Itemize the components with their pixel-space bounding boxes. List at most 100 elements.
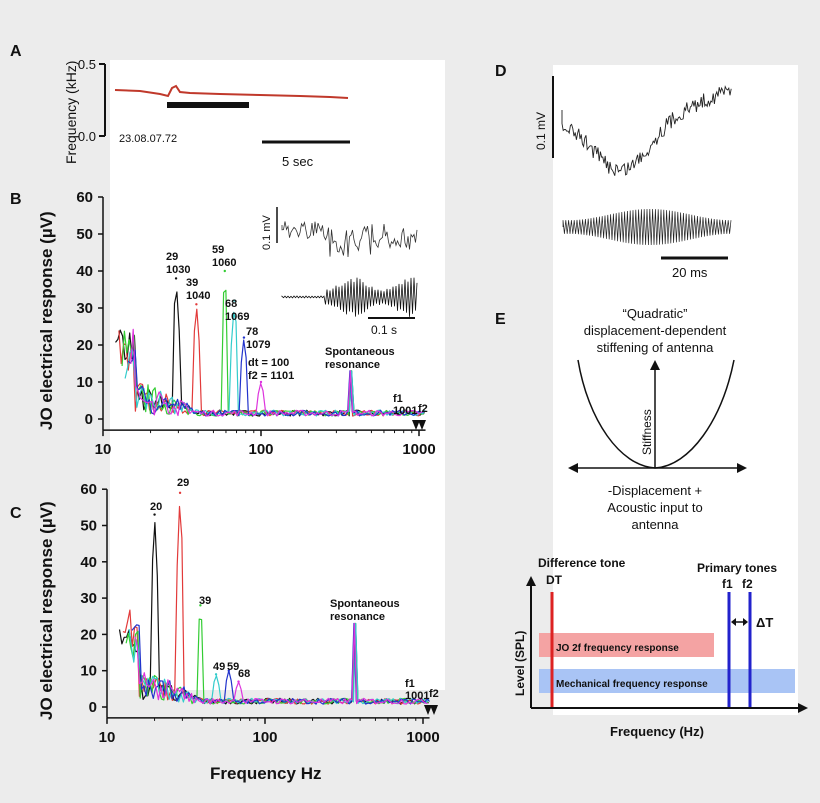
panel-c-peak-point [237, 680, 240, 683]
panel-c-xtick-label: 100 [252, 729, 277, 746]
panel-b-peak-label: 1030 [166, 264, 190, 276]
panel-e-f2: f2 [742, 577, 753, 591]
panel-c-ylabel: JO electrical response (µV) [37, 501, 56, 720]
panel-c-series [118, 491, 430, 705]
top-shade [110, 0, 445, 60]
panel-c: C JO electrical response (µV) 0102030405… [10, 477, 440, 783]
panel-c-xtick-label: 1000 [406, 729, 439, 746]
panel-e-stiffness-arrow [650, 360, 660, 370]
panel-a-ytick-label: 0.0 [78, 129, 96, 144]
panel-e-mech-band [539, 669, 795, 693]
panel-b-ytick-label: 10 [76, 374, 93, 391]
panel-b-inset-trace-bottom [281, 277, 418, 317]
panel-c-series-line [134, 622, 428, 705]
panel-b-peak-label: 1079 [246, 339, 270, 351]
panel-b-peak-point [259, 380, 263, 384]
panel-d-response-trace [561, 85, 732, 176]
panel-c-peak-label: 20 [150, 501, 162, 513]
panel-b-peak-point [174, 277, 178, 280]
panel-b-inset-scale-v: 0.1 mV [261, 214, 273, 250]
panel-b-spont-label: Spontaneous [325, 346, 395, 358]
panel-b-peak-point [242, 336, 246, 339]
panel-c-peak-label: 59 [227, 661, 239, 673]
panel-b-ytick-label: 30 [76, 300, 93, 317]
panel-e-dt-title: Difference tone [538, 556, 626, 570]
panel-e-level-arrow [526, 576, 536, 586]
panel-b-peak-label: 39 [186, 277, 198, 289]
panel-b-f1-label: f1 [393, 393, 403, 405]
panel-b-f1-value: 1001 [393, 405, 417, 417]
white-panel-left [112, 62, 445, 690]
panel-c-peak-point [178, 491, 182, 495]
panel-c-f1-value: 1001 [405, 690, 429, 702]
panel-e-xlabel: Frequency (Hz) [610, 724, 704, 739]
panel-e-f1: f1 [722, 577, 733, 591]
panel-b-f2-short: f2 [418, 403, 428, 415]
panel-e-x-label: antenna [632, 517, 680, 532]
panel-e-ylabel: Level (SPL) [513, 631, 527, 696]
left-shade [0, 0, 110, 803]
panel-e-title: “Quadratic” [622, 306, 687, 321]
panel-b-peak-label: 59 [212, 244, 224, 256]
panel-c-ytick-label: 50 [80, 518, 97, 535]
panel-b-xtick-label: 1000 [402, 441, 435, 458]
panel-e-title: displacement-dependent [584, 323, 727, 338]
panel-e-parabola [577, 359, 735, 469]
panel-c-xtick-label: 10 [99, 729, 116, 746]
panel-b-peak-label: 78 [246, 326, 258, 338]
panel-c-ytick-label: 30 [80, 590, 97, 607]
panel-a-ytick-label: 0.5 [78, 57, 96, 72]
panel-a-frequency-trace [114, 84, 349, 99]
panel-c-peak-label: 39 [199, 595, 211, 607]
panel-e-mech-band-label: Mechanical frequency response [556, 679, 708, 690]
panel-b-letter: B [10, 191, 22, 208]
panel-d-letter: D [495, 63, 507, 80]
panel-a-stimulus-bar [167, 102, 249, 108]
panel-a: A Frequency (kHz) 0.5 0.0 23.08.07.72 5 … [10, 43, 350, 169]
panel-c-ytick-label: 10 [80, 663, 97, 680]
panel-e-x-label: -Displacement + [608, 483, 702, 498]
panel-b-series-line [130, 328, 424, 417]
panel-c-peak-point [199, 604, 202, 607]
panel-b-dt-label: dt = 100 [248, 357, 289, 369]
panel-b-ylabel: JO electrical response (µV) [37, 211, 56, 430]
panel-c-ytick-label: 60 [80, 481, 97, 498]
panel-c-ytick-label: 40 [80, 554, 97, 571]
panel-e-delta-t: ΔT [756, 615, 773, 630]
panel-c-f2-short: f2 [429, 688, 439, 700]
panel-b-peak-label: 29 [166, 251, 178, 263]
panel-b-inset-trace-top [281, 221, 418, 258]
panel-e-primary-title: Primary tones [697, 561, 777, 575]
panel-b-peak-point [195, 303, 198, 306]
panel-e: E “Quadratic” displacement-dependent sti… [495, 306, 808, 739]
panel-d-stimulus-trace [562, 208, 732, 246]
panel-e-jo-band-label: JO 2f frequency response [556, 643, 679, 654]
panel-c-tone-arrows [424, 705, 438, 715]
panel-e-freq-arrow [798, 703, 808, 713]
panel-b-series [115, 269, 426, 417]
panel-b-f2-label: f2 = 1101 [248, 370, 294, 382]
panel-b-tone-arrows [412, 420, 426, 430]
panel-c-xlabel: Frequency Hz [210, 764, 321, 783]
panel-b-ytick-label: 50 [76, 226, 93, 243]
panel-e-title: stiffening of antenna [597, 340, 715, 355]
panel-e-letter: E [495, 311, 506, 328]
panel-c-f1-label: f1 [405, 678, 415, 690]
panel-c-peak-point [214, 673, 218, 676]
panel-c-peak-label: 49 [213, 661, 225, 673]
panel-a-ylabel: Frequency (kHz) [63, 61, 79, 164]
panel-c-ytick-label: 20 [80, 626, 97, 643]
panel-d: D 0.1 mV 20 ms [495, 63, 732, 280]
panel-c-peak-label: 68 [238, 668, 250, 680]
panel-b-inset-scale-t: 0.1 s [371, 323, 397, 337]
panel-e-dt-short: DT [546, 573, 563, 587]
panel-a-scale-label: 5 sec [282, 154, 314, 169]
panel-c-peak-label: 29 [177, 477, 189, 489]
panel-c-spont-label: Spontaneous [330, 598, 400, 610]
panel-a-letter: A [10, 43, 22, 60]
panel-c-ytick-label: 0 [89, 699, 97, 716]
panel-c-series-line [128, 622, 430, 705]
